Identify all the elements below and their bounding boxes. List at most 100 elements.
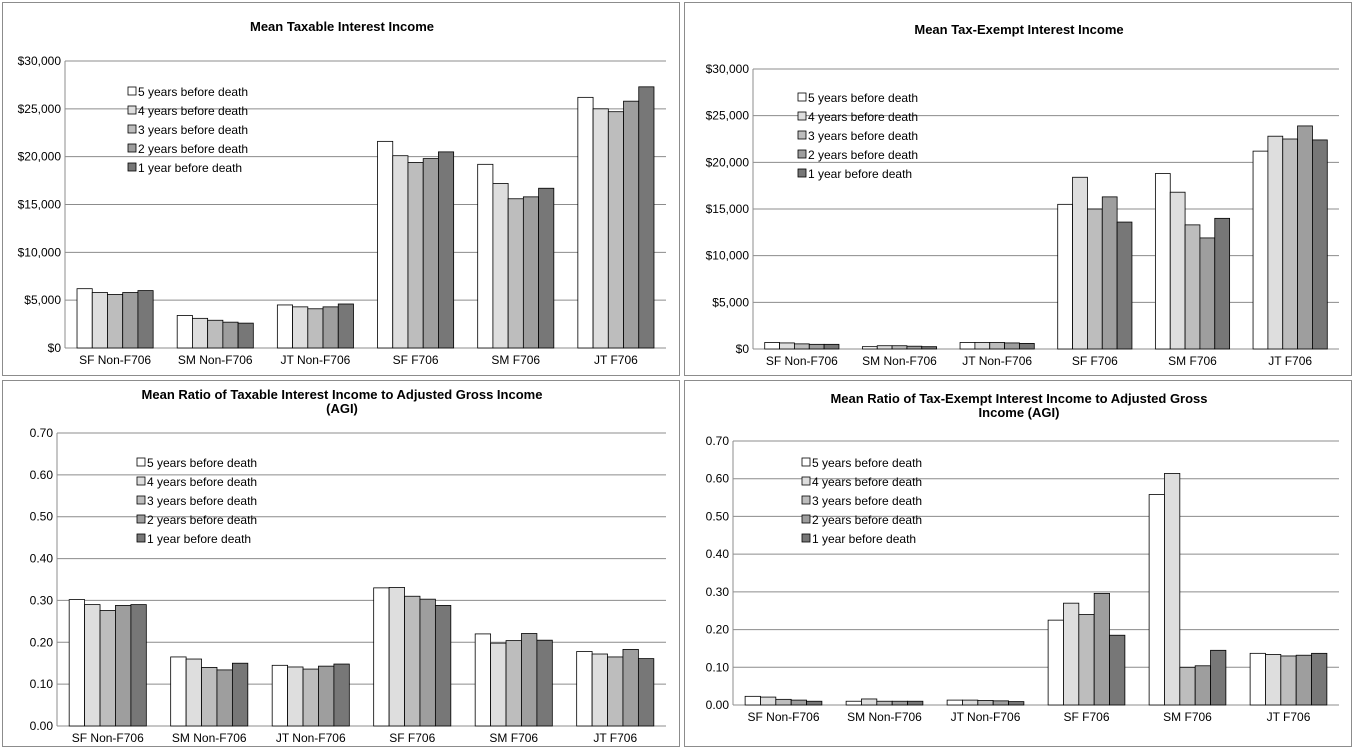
legend-swatch	[136, 514, 146, 524]
legend-label: 5 years before death	[812, 456, 922, 470]
legend-swatch	[136, 495, 146, 505]
bar	[1109, 634, 1126, 706]
bar	[137, 290, 154, 349]
bar	[201, 666, 218, 727]
bar	[536, 639, 553, 727]
bar	[474, 633, 492, 727]
bar	[1087, 208, 1103, 350]
bar	[1265, 654, 1282, 706]
x-tick-label: SF Non-F706	[79, 353, 151, 367]
bar	[388, 587, 405, 727]
bar	[170, 656, 187, 727]
bar	[823, 343, 840, 350]
bar	[577, 96, 594, 349]
bar	[1210, 649, 1227, 706]
bar	[808, 343, 825, 350]
bar	[91, 292, 108, 349]
bar	[333, 663, 350, 727]
bar	[1199, 237, 1216, 350]
x-tick-label: JT Non-F706	[951, 710, 1021, 724]
legend-swatch	[127, 86, 137, 96]
bar	[1252, 150, 1269, 350]
bar	[989, 342, 1005, 350]
y-tick-label: 0.60	[706, 472, 730, 486]
x-tick-label: SF F706	[1063, 710, 1109, 724]
bar	[522, 196, 539, 349]
bar	[946, 699, 963, 706]
y-tick-label: 0.20	[706, 623, 730, 637]
legend-swatch	[797, 168, 807, 178]
bar	[392, 155, 409, 349]
y-tick-label: 0.10	[706, 660, 730, 674]
bar	[505, 640, 522, 727]
bar	[1078, 614, 1095, 706]
y-tick-label: 0.30	[30, 593, 54, 607]
bar	[622, 648, 639, 727]
legend-swatch	[127, 105, 137, 115]
bar	[521, 633, 538, 727]
legend-label: 3 years before death	[147, 494, 257, 508]
bar	[130, 604, 147, 727]
bar	[377, 140, 394, 349]
x-tick-label: SM F706	[491, 353, 540, 367]
x-tick-label: JT F706	[1267, 710, 1311, 724]
bar	[76, 288, 93, 349]
legend-swatch	[801, 514, 811, 524]
chart-panel-tax-exempt-ratio: Mean Ratio of Tax-Exempt Interest Income…	[684, 380, 1352, 747]
x-tick-label: SF F706	[389, 731, 435, 745]
bar	[974, 342, 991, 350]
x-tick-label: SM Non-F706	[178, 353, 253, 367]
legend-swatch	[801, 457, 811, 467]
legend-label: 5 years before death	[138, 85, 248, 99]
chart-title: Mean Ratio of Taxable Interest Income to…	[142, 387, 543, 402]
bar	[322, 306, 339, 349]
legend-swatch	[136, 533, 146, 543]
bar	[407, 162, 424, 349]
bar	[1072, 176, 1088, 350]
chart-tax-exempt-income: Mean Tax-Exempt Interest Income $0 $5,000 $…	[706, 22, 1339, 368]
y-tick-label: $10,000	[706, 249, 750, 263]
bar	[1280, 655, 1297, 706]
bar	[790, 699, 807, 706]
bar	[876, 345, 893, 350]
y-tick-label: $20,000	[706, 155, 750, 169]
legend-label: 1 year before death	[808, 167, 912, 181]
bar	[192, 317, 209, 349]
legend-label: 4 years before death	[812, 475, 922, 489]
legend-label: 2 years before death	[812, 513, 922, 527]
x-tick-label: SM Non-F706	[847, 710, 922, 724]
x-tick-label: JT F706	[1268, 354, 1312, 368]
legend-swatch	[127, 124, 137, 134]
bar	[907, 700, 924, 706]
bar	[276, 304, 293, 349]
bar	[122, 292, 139, 349]
bar	[845, 700, 862, 706]
legend-label: 5 years before death	[808, 91, 918, 105]
bar	[906, 345, 923, 350]
bar	[576, 651, 593, 727]
y-tick-label: 0.70	[706, 434, 730, 448]
x-tick-label: SM F706	[489, 731, 538, 745]
bar	[422, 158, 439, 349]
bar	[592, 108, 609, 349]
legend-label: 4 years before death	[138, 104, 248, 118]
chart-title: Mean Ratio of Tax-Exempt Interest Income…	[830, 391, 1207, 406]
legend-label: 2 years before death	[138, 142, 248, 156]
legend-label: 1 year before death	[812, 532, 916, 546]
bar	[1312, 139, 1328, 350]
bar	[490, 642, 507, 727]
bar	[538, 187, 555, 349]
chart-panel-taxable-income: Mean Taxable Interest Income $0 $5,000 $10,…	[2, 2, 680, 376]
bar	[292, 306, 309, 349]
bar	[99, 610, 116, 727]
bar	[1311, 652, 1328, 706]
bar	[591, 653, 608, 727]
x-tick-label: SF F706	[1072, 354, 1118, 368]
legend-label: 3 years before death	[808, 129, 918, 143]
legend-label: 4 years before death	[147, 475, 257, 489]
y-tick-label: 0.00	[30, 719, 54, 733]
y-tick-label: $30,000	[18, 54, 62, 68]
x-tick-label: JT Non-F706	[276, 731, 346, 745]
y-tick-label: 0.10	[30, 677, 54, 691]
bar	[1249, 652, 1266, 706]
